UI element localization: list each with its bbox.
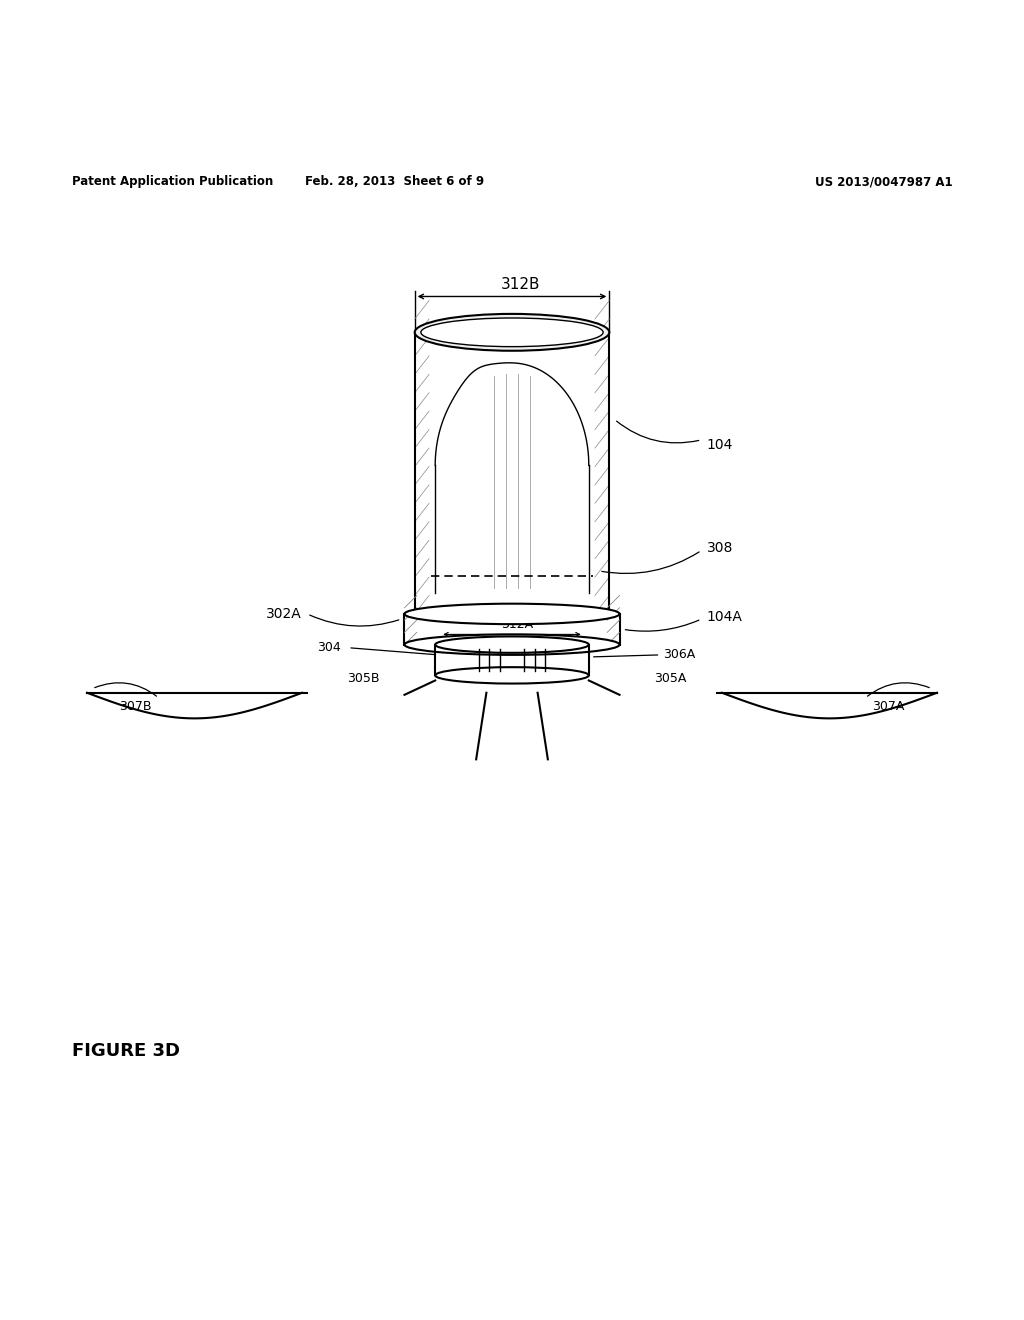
Ellipse shape bbox=[435, 636, 589, 653]
Text: 305A: 305A bbox=[654, 672, 687, 685]
Ellipse shape bbox=[435, 667, 589, 684]
Ellipse shape bbox=[421, 318, 603, 347]
Text: FIGURE 3D: FIGURE 3D bbox=[72, 1043, 179, 1060]
Text: 307A: 307A bbox=[872, 700, 905, 713]
Ellipse shape bbox=[415, 314, 609, 351]
Text: US 2013/0047987 A1: US 2013/0047987 A1 bbox=[815, 176, 952, 189]
Text: 305B: 305B bbox=[347, 672, 380, 685]
Bar bbox=[415, 333, 429, 614]
Ellipse shape bbox=[404, 635, 620, 655]
Text: Patent Application Publication: Patent Application Publication bbox=[72, 176, 273, 189]
Text: 104: 104 bbox=[707, 438, 733, 451]
Text: 312B: 312B bbox=[501, 277, 540, 293]
Text: 306A: 306A bbox=[664, 648, 695, 661]
Text: 308: 308 bbox=[707, 541, 733, 556]
Ellipse shape bbox=[404, 603, 620, 624]
Text: 312A: 312A bbox=[501, 618, 534, 631]
Text: 304: 304 bbox=[317, 642, 341, 655]
Text: 302A: 302A bbox=[266, 607, 302, 620]
Text: Feb. 28, 2013  Sheet 6 of 9: Feb. 28, 2013 Sheet 6 of 9 bbox=[305, 176, 483, 189]
Text: 307B: 307B bbox=[119, 700, 152, 713]
Text: 104A: 104A bbox=[707, 610, 742, 624]
